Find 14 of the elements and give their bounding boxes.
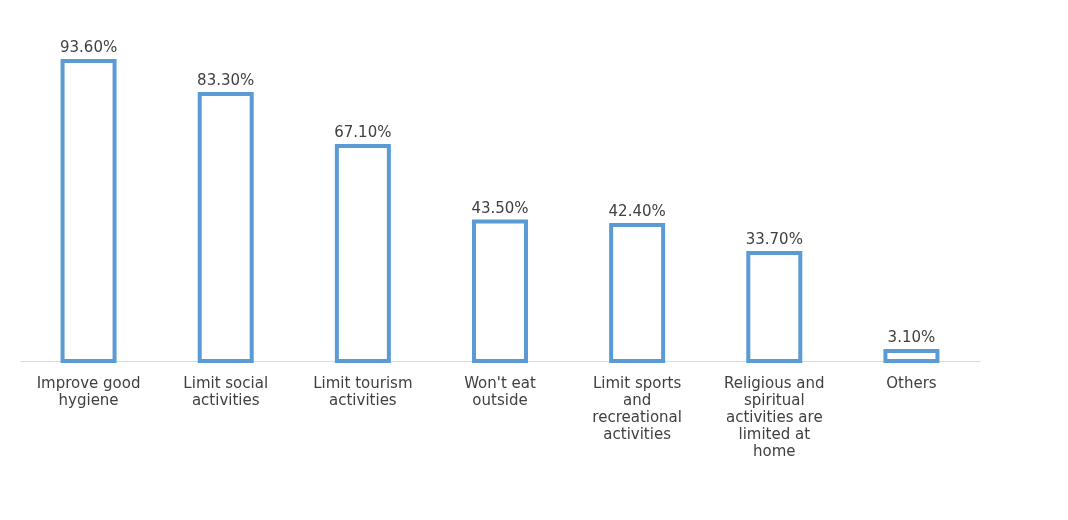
data-label: 42.40% (608, 202, 666, 221)
x-tick-label: Improve good hygiene (36, 373, 141, 409)
data-label: 83.30% (197, 71, 255, 90)
x-tick-label: Limit social activities (183, 373, 269, 409)
data-label: 3.10% (887, 328, 936, 347)
data-label: 67.10% (334, 122, 392, 141)
data-label: 43.50% (471, 198, 529, 217)
x-tick-label: Religious and spiritual activities are limited at home (724, 373, 825, 460)
x-tick-label: Others (886, 373, 937, 392)
data-label: 93.60% (59, 38, 118, 56)
x-tick-label: Limit tourism activities (313, 373, 413, 409)
x-tick-label: Limit sports and recreational activities (592, 373, 682, 443)
data-label: 33.70% (745, 229, 803, 248)
x-tick-label: Won't eat outside (464, 373, 536, 409)
